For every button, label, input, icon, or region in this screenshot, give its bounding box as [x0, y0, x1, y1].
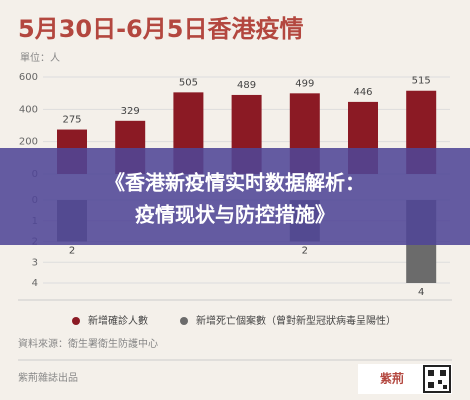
y-tick-label: 600 — [19, 72, 38, 83]
value-label: 489 — [237, 80, 256, 91]
legend-swatch — [180, 317, 188, 325]
value-label: 2 — [302, 246, 308, 257]
banner-line: 疫情现状与防控措施》 — [135, 203, 335, 227]
y-tick-label: 3 — [32, 257, 38, 268]
logo-box — [358, 364, 452, 394]
value-label: 4 — [418, 287, 424, 298]
y-tick-label: 4 — [32, 278, 38, 289]
value-label: 499 — [295, 78, 314, 89]
chart-title: 5月30日-6月5日香港疫情 — [18, 15, 303, 43]
logo: 紫荊 — [380, 371, 404, 386]
value-label: 515 — [412, 76, 431, 87]
banner-line: 《香港新疫情实时数据解析： — [105, 171, 365, 195]
value-label: 446 — [353, 87, 372, 98]
unit-label: 單位：人 — [20, 51, 60, 64]
value-label: 505 — [179, 77, 198, 88]
legend-swatch — [72, 317, 80, 325]
publisher: 紫荊雜誌出品 — [18, 371, 78, 384]
y-tick-label: 400 — [19, 104, 38, 115]
value-label: 2 — [69, 246, 75, 257]
value-label: 275 — [62, 115, 81, 126]
qr-code — [423, 365, 451, 393]
legend-label: 新增死亡個案數（曾對新型冠狀病毒呈陽性） — [196, 314, 396, 327]
value-label: 329 — [121, 106, 140, 117]
y-tick-label: 200 — [19, 137, 38, 148]
legend-label: 新增確診人數 — [88, 314, 148, 327]
banner-bg — [0, 148, 470, 245]
source: 資料來源：衛生署衛生防護中心 — [18, 337, 158, 350]
